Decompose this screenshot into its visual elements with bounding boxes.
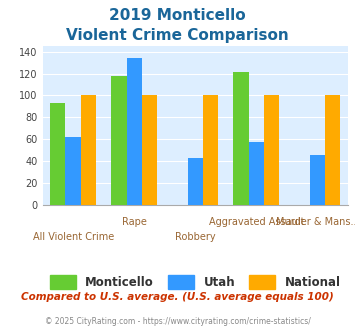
Text: Rape: Rape <box>122 217 147 227</box>
Bar <box>203 95 218 205</box>
Bar <box>234 72 248 205</box>
Bar <box>310 155 325 205</box>
Bar <box>50 103 66 205</box>
Bar <box>188 158 203 205</box>
Text: All Violent Crime: All Violent Crime <box>33 232 114 242</box>
Bar <box>111 76 126 205</box>
Text: © 2025 CityRating.com - https://www.cityrating.com/crime-statistics/: © 2025 CityRating.com - https://www.city… <box>45 317 310 326</box>
Bar <box>325 95 340 205</box>
Text: Murder & Mans...: Murder & Mans... <box>275 217 355 227</box>
Text: Robbery: Robbery <box>175 232 215 242</box>
Bar <box>142 95 157 205</box>
Bar <box>66 137 81 205</box>
Legend: Monticello, Utah, National: Monticello, Utah, National <box>45 271 345 294</box>
Bar <box>81 95 96 205</box>
Bar <box>126 58 142 205</box>
Text: Violent Crime Comparison: Violent Crime Comparison <box>66 28 289 43</box>
Text: 2019 Monticello: 2019 Monticello <box>109 8 246 23</box>
Text: Compared to U.S. average. (U.S. average equals 100): Compared to U.S. average. (U.S. average … <box>21 292 334 302</box>
Text: Aggravated Assault: Aggravated Assault <box>208 217 304 227</box>
Bar <box>264 95 279 205</box>
Bar <box>248 142 264 205</box>
